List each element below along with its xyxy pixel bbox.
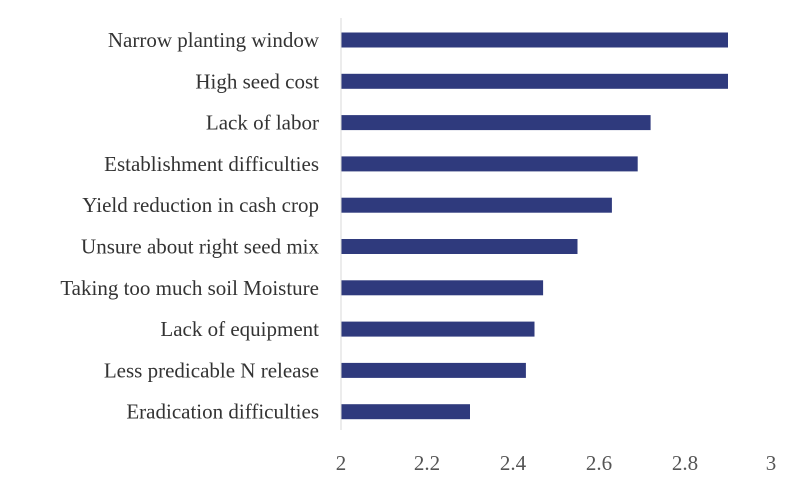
bar	[341, 73, 728, 89]
x-tick-label: 2.2	[414, 451, 440, 475]
x-tick-label: 2	[336, 451, 347, 475]
bar	[341, 115, 651, 131]
category-label: Unsure about right seed mix	[81, 235, 319, 259]
bar	[341, 197, 612, 213]
x-tick-label: 2.8	[672, 451, 698, 475]
bar	[341, 404, 470, 420]
bar	[341, 239, 578, 254]
category-label: Taking too much soil Moisture	[60, 276, 319, 300]
bars-group	[341, 32, 728, 420]
category-label: Yield reduction in cash crop	[82, 193, 319, 217]
category-label: Narrow planting window	[108, 28, 320, 52]
category-label: Lack of labor	[206, 111, 319, 135]
bar	[341, 280, 544, 296]
x-tick-label: 2.4	[500, 451, 527, 475]
category-label: Less predicable N release	[104, 358, 319, 382]
x-tick-label: 3	[766, 451, 777, 475]
category-label: Lack of equipment	[160, 317, 319, 341]
category-label: Eradication difficulties	[126, 400, 319, 424]
bar	[341, 321, 535, 337]
bar	[341, 32, 728, 48]
category-label: High seed cost	[195, 69, 319, 93]
bar	[341, 156, 638, 172]
x-tick-labels: 2 2.2 2.4 2.6 2.8 3	[336, 451, 777, 475]
bar	[341, 362, 526, 378]
category-label: Establishment difficulties	[104, 152, 319, 176]
category-labels: Narrow planting window High seed cost Lack…	[60, 28, 320, 424]
x-tick-label: 2.6	[586, 451, 612, 475]
